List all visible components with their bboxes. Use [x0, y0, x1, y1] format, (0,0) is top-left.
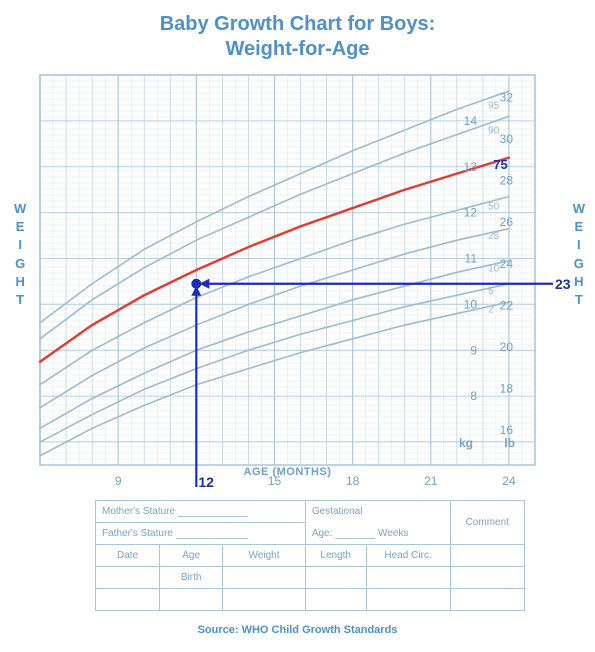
svg-text:32: 32: [500, 90, 514, 104]
svg-text:25: 25: [488, 231, 500, 242]
svg-text:90: 90: [488, 126, 500, 137]
svg-text:13: 13: [464, 160, 478, 174]
svg-text:14: 14: [464, 114, 478, 128]
svg-text:lb: lb: [504, 436, 515, 450]
svg-text:5: 5: [488, 286, 494, 297]
svg-text:30: 30: [500, 132, 514, 146]
svg-text:8: 8: [470, 389, 477, 403]
svg-text:95: 95: [488, 100, 500, 111]
svg-text:18: 18: [500, 382, 514, 396]
svg-text:23: 23: [555, 276, 571, 292]
svg-text:21: 21: [424, 474, 438, 488]
svg-text:22: 22: [500, 298, 514, 312]
svg-text:12: 12: [464, 206, 478, 220]
svg-text:kg: kg: [459, 436, 473, 450]
svg-text:9: 9: [115, 474, 122, 488]
svg-text:26: 26: [500, 215, 514, 229]
svg-text:10: 10: [488, 263, 500, 274]
svg-text:2: 2: [488, 305, 494, 316]
svg-text:11: 11: [465, 252, 478, 266]
page: { "title_line1": "Baby Growth Chart for …: [0, 0, 595, 652]
svg-text:24: 24: [502, 474, 516, 488]
svg-text:AGE (MONTHS): AGE (MONTHS): [244, 466, 332, 478]
record-form: Mother's Stature GestationalCommentFathe…: [95, 500, 525, 611]
svg-text:10: 10: [464, 297, 478, 311]
svg-text:24: 24: [500, 257, 514, 271]
svg-text:28: 28: [500, 174, 514, 188]
svg-text:12: 12: [198, 474, 214, 490]
svg-text:75: 75: [493, 157, 507, 172]
svg-text:20: 20: [500, 340, 514, 354]
svg-text:9: 9: [470, 343, 477, 357]
svg-text:18: 18: [346, 474, 360, 488]
svg-text:50: 50: [488, 201, 500, 212]
source-text: Source: WHO Child Growth Standards: [0, 624, 595, 636]
